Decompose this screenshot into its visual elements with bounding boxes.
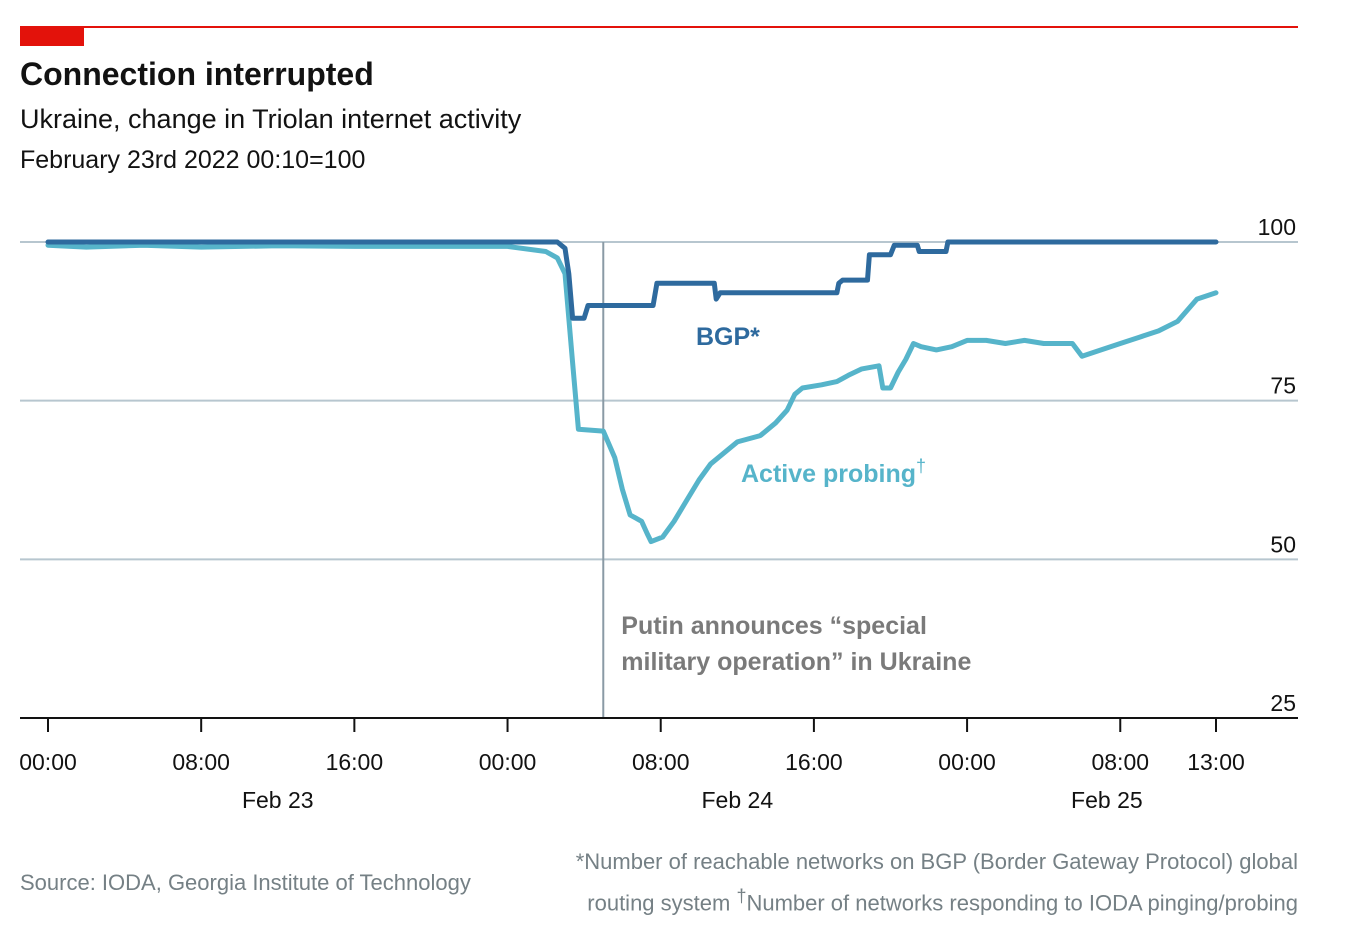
series-line-active-probing [45,242,1219,545]
line-chart: 100 75 50 25 Putin announces “special milita… [19,214,1298,813]
y-tick-label: 50 [1270,531,1296,557]
dagger-mark: † [736,886,747,906]
y-tick-label: 25 [1270,690,1296,716]
source-note: Source: IODA, Georgia Institute of Techn… [20,870,471,895]
dagger-superscript: † [916,456,926,476]
series-label-bgp: BGP* [696,323,760,351]
x-tick-label: 00:00 [938,749,996,775]
series-line-bgp [45,239,1219,321]
x-tick-label: 16:00 [785,749,843,775]
footnote-line-1: *Number of reachable networks on BGP (Bo… [575,849,1298,874]
x-tick-label: 00:00 [19,749,77,775]
day-label: Feb 24 [702,787,774,813]
y-tick-labels: 100 75 50 25 [1258,214,1296,716]
annotation-text-line-1: Putin announces “special [621,612,927,640]
footnote-line-2-post: Number of networks responding to IODA pi… [746,890,1298,916]
annotation-text-line-2: military operation” in Ukraine [621,648,971,676]
x-tick-label: 00:00 [479,749,537,775]
x-tick-label: 13:00 [1187,749,1245,775]
x-tick-label: 16:00 [326,749,384,775]
chart-subtitle: Ukraine, change in Triolan internet acti… [20,104,522,134]
x-tick-label: 08:00 [632,749,690,775]
footnote-line-2: routing system †Number of networks respo… [576,879,1298,920]
series-lines [45,239,1219,545]
footnote: *Number of reachable networks on BGP (Bo… [576,844,1298,920]
top-rule [20,26,1298,28]
series-label-active-probing: Active probing† [741,456,926,488]
index-note: February 23rd 2022 00:10=100 [20,146,366,174]
chart-title: Connection interrupted [20,56,374,92]
footnote-line-2-pre: routing system [587,890,737,916]
annotation-group: Putin announces “special military operati… [602,242,971,718]
x-axis: 00:00 08:00 16:00 00:00 08:00 16:00 00:00 08:00… [19,717,1298,813]
y-tick-label: 75 [1270,373,1296,399]
brand-tag [20,26,84,46]
gridlines [20,241,1298,561]
day-label: Feb 23 [242,787,314,813]
x-tick-label: 08:00 [172,749,230,775]
series-labels: BGP* Active probing† [696,323,926,488]
x-tick-label: 08:00 [1091,749,1149,775]
y-tick-label: 100 [1258,214,1296,240]
day-label: Feb 25 [1071,787,1143,813]
